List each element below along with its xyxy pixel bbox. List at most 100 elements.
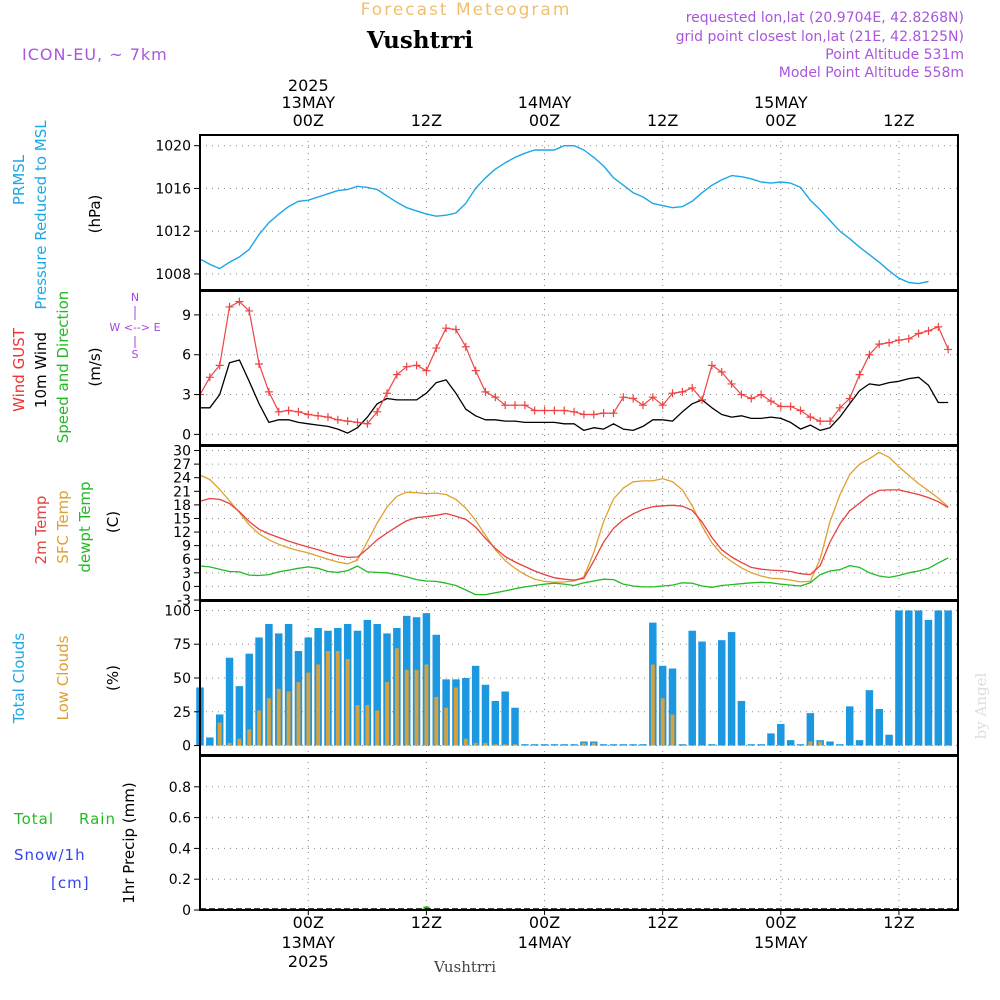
sfc-temp-line <box>199 451 949 583</box>
total-cloud-bar <box>619 744 628 746</box>
dewpoint-line <box>199 557 949 596</box>
total-cloud-bar <box>875 709 883 746</box>
temp-dewpt-label: dewpt Temp <box>76 481 94 572</box>
wind-gust-point <box>235 297 244 306</box>
low-cloud-bar <box>453 687 458 746</box>
wind-gust-point <box>255 360 264 369</box>
wind-gust-point <box>717 367 726 376</box>
wind-gust-point <box>727 379 736 388</box>
total-cloud-bar <box>265 623 273 746</box>
low-cloud-bar <box>581 742 586 746</box>
total-cloud-bar <box>924 619 933 746</box>
clouds-low-label: Low Clouds <box>54 635 72 720</box>
wind-gust-point <box>835 403 844 412</box>
low-cloud-bar <box>375 710 380 746</box>
wind-gust-point <box>934 322 943 331</box>
y-tick-label: 6 <box>182 348 191 364</box>
y-tick-label: 1020 <box>155 139 191 155</box>
total-cloud-bar <box>432 634 441 746</box>
low-cloud-bar <box>444 707 449 746</box>
wind-speed-line <box>200 359 949 434</box>
wind-gust-point <box>599 409 608 418</box>
date-label-top: 15MAY <box>754 93 808 112</box>
low-cloud-bar <box>660 698 665 746</box>
wind-gust-point <box>776 402 785 411</box>
y-tick-label: 12 <box>173 525 191 541</box>
time-tick-label-bottom: 00Z <box>765 913 796 932</box>
wind-gust-point <box>560 406 569 415</box>
time-tick-label-top: 00Z <box>765 111 796 130</box>
wind-gust-point <box>314 411 323 420</box>
total-cloud-bar <box>914 610 923 746</box>
precip-rain-label: Rain <box>79 810 116 828</box>
y-tick-label: 0.8 <box>169 780 191 796</box>
time-tick-label-top: 12Z <box>883 111 914 130</box>
clouds-total-label: Total Clouds <box>10 633 28 725</box>
time-tick-label-top: 12Z <box>411 111 442 130</box>
wind-gust-point <box>698 395 707 404</box>
wind-gust-point <box>904 334 913 343</box>
wind-gust-point <box>383 389 392 398</box>
wind-gust-point <box>520 401 529 410</box>
wind-gust-point <box>333 415 342 424</box>
wind-gust-point <box>855 370 864 379</box>
panel-frame <box>199 290 959 446</box>
wind-gust-point <box>245 306 254 315</box>
total-cloud-bar <box>225 657 234 746</box>
wind-gust-point <box>481 387 490 396</box>
t2m-temp-line <box>199 489 949 581</box>
total-cloud-bar <box>668 668 677 746</box>
grid-layer <box>200 135 958 911</box>
wind-gust-point <box>914 329 923 338</box>
compass-south: S <box>132 348 139 361</box>
wind-gust-point <box>511 401 520 410</box>
total-cloud-bar <box>501 691 509 746</box>
wind-gust-point <box>501 401 510 410</box>
y-tick-label: 100 <box>164 603 191 619</box>
wind-gust-point <box>875 340 884 349</box>
total-cloud-bar <box>796 744 805 746</box>
watermark: by Angel <box>972 672 990 739</box>
wind-gust-point <box>274 407 283 416</box>
total-cloud-bar <box>560 744 568 746</box>
total-cloud-bar <box>521 744 529 746</box>
wind-gust-point <box>550 406 559 415</box>
wind-gust-point <box>540 406 549 415</box>
time-tick-label-bottom: 12Z <box>647 913 678 932</box>
wind-gust-point <box>737 390 746 399</box>
time-tick-label-top: 00Z <box>529 111 560 130</box>
wind-gust-point <box>619 393 628 402</box>
y-tick-label: 0 <box>182 903 191 919</box>
total-cloud-bar <box>678 744 687 746</box>
model-altitude: Model Point Altitude 558m <box>779 65 964 81</box>
wind-gust-point <box>205 373 214 382</box>
y-tick-label: 21 <box>173 484 191 500</box>
y-tick-label: 1008 <box>155 267 191 283</box>
low-cloud-bar <box>306 672 311 746</box>
total-cloud-bar <box>747 744 756 746</box>
total-cloud-bar <box>491 700 500 746</box>
temp-unit: (C) <box>104 511 122 533</box>
wind-gust-point <box>845 394 854 403</box>
y-tick-label: 75 <box>173 637 191 653</box>
total-cloud-bar <box>688 630 696 746</box>
total-cloud-bar <box>737 700 746 746</box>
wind-10m-label: 10m Wind <box>32 332 50 408</box>
low-cloud-bar <box>503 744 508 746</box>
low-cloud-bar <box>591 742 596 746</box>
wind-gust-point <box>786 402 795 411</box>
y-tick-label: 0 <box>182 427 191 443</box>
y-tick-label: 0.4 <box>169 841 191 857</box>
total-cloud-bar <box>206 737 214 746</box>
wind-gust-point <box>658 401 667 410</box>
wind-gust-point <box>796 406 805 415</box>
wind-gust-point <box>373 407 382 416</box>
low-cloud-bar <box>818 741 823 746</box>
y-tick-label: 9 <box>182 539 191 555</box>
total-cloud-bar <box>530 744 539 746</box>
low-cloud-bar <box>355 705 360 746</box>
y-tick-label: 3 <box>182 566 191 582</box>
wind-gust-point <box>747 394 756 403</box>
low-cloud-bar <box>808 741 813 746</box>
wind-gust-point <box>471 366 480 375</box>
